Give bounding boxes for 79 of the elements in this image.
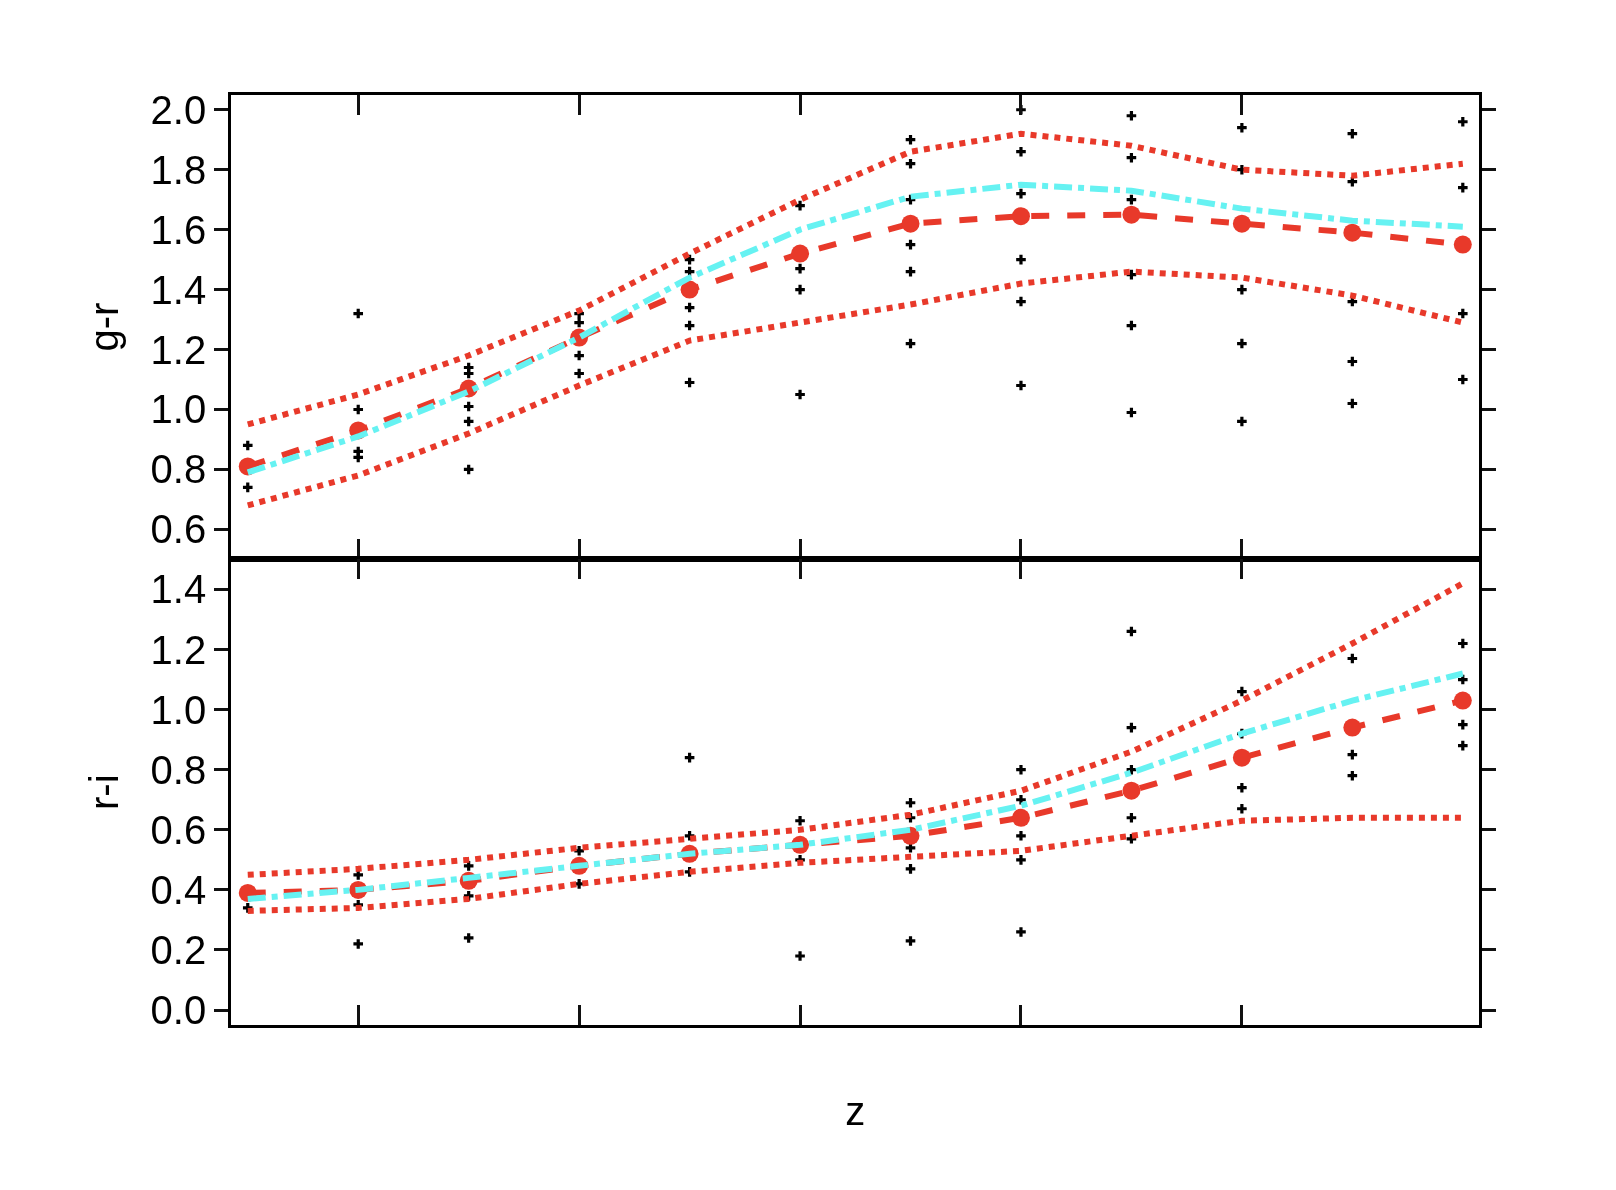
point [1232,748,1251,767]
point [1016,296,1026,307]
point [353,939,364,949]
y-tick-label: 1.8 [150,147,207,192]
y-tick-label: 1.4 [150,567,207,612]
point [1016,188,1026,199]
point [1237,782,1247,793]
point [1126,110,1137,121]
point [463,933,474,943]
point [1458,308,1468,319]
point [574,350,584,361]
y-tick-label: 2.0 [150,87,207,132]
y-tick-label: 0.8 [150,747,207,792]
point [1126,152,1137,163]
point [1458,374,1468,385]
point [680,280,699,299]
y-tick-label: 1.4 [150,267,207,312]
point [795,951,805,961]
point [353,308,364,319]
point [574,317,584,328]
y-tick-label: 0.4 [150,867,207,912]
point [905,936,916,946]
point [1343,223,1362,242]
point [795,263,805,274]
y-tick-label: 1.0 [150,387,207,432]
point [1011,808,1030,827]
y-tick-label: 0.0 [150,988,207,1033]
point [1016,254,1026,265]
y-tick-label: 0.2 [150,927,207,972]
point [1016,855,1026,865]
point [1458,116,1468,127]
point [1122,205,1141,224]
y-tick-label: 0.6 [150,507,207,552]
point [791,244,810,263]
point [574,368,584,379]
point [1237,803,1247,814]
point [905,864,916,874]
point [1458,638,1468,649]
point [1232,214,1251,233]
point [795,389,805,400]
point [1016,927,1026,937]
point [353,446,364,457]
point [1016,380,1026,391]
point [1237,416,1247,427]
y-tick-label: 1.2 [150,327,207,372]
point [1237,338,1247,349]
point [1453,235,1472,254]
point [795,284,805,295]
point [353,404,364,415]
point [1237,686,1247,697]
point [1122,781,1141,800]
point [1458,719,1468,730]
point [242,440,253,451]
point [1011,207,1030,226]
x-axis-title: z [845,1088,866,1133]
point [795,200,805,211]
point [1453,691,1472,710]
point [1016,764,1026,775]
point [1237,122,1247,133]
y-tick-label: 1.6 [150,207,207,252]
point [1016,831,1026,841]
y-tick-label: 0.6 [150,807,207,852]
point [242,482,253,493]
y-tick-label: 1.0 [150,687,207,732]
point [1237,284,1247,295]
point [905,797,916,808]
y-axis-title: r-i [82,774,127,810]
point [905,134,916,145]
point [1343,718,1362,737]
point [1347,128,1358,139]
point [1458,740,1468,751]
y-tick-label: 0.8 [150,447,207,492]
y-tick-label: 1.2 [150,627,207,672]
point [1016,146,1026,157]
point [1126,812,1137,823]
y-axis-title: g-r [82,302,127,352]
point [795,815,805,826]
point [901,214,920,233]
point [1458,182,1468,193]
